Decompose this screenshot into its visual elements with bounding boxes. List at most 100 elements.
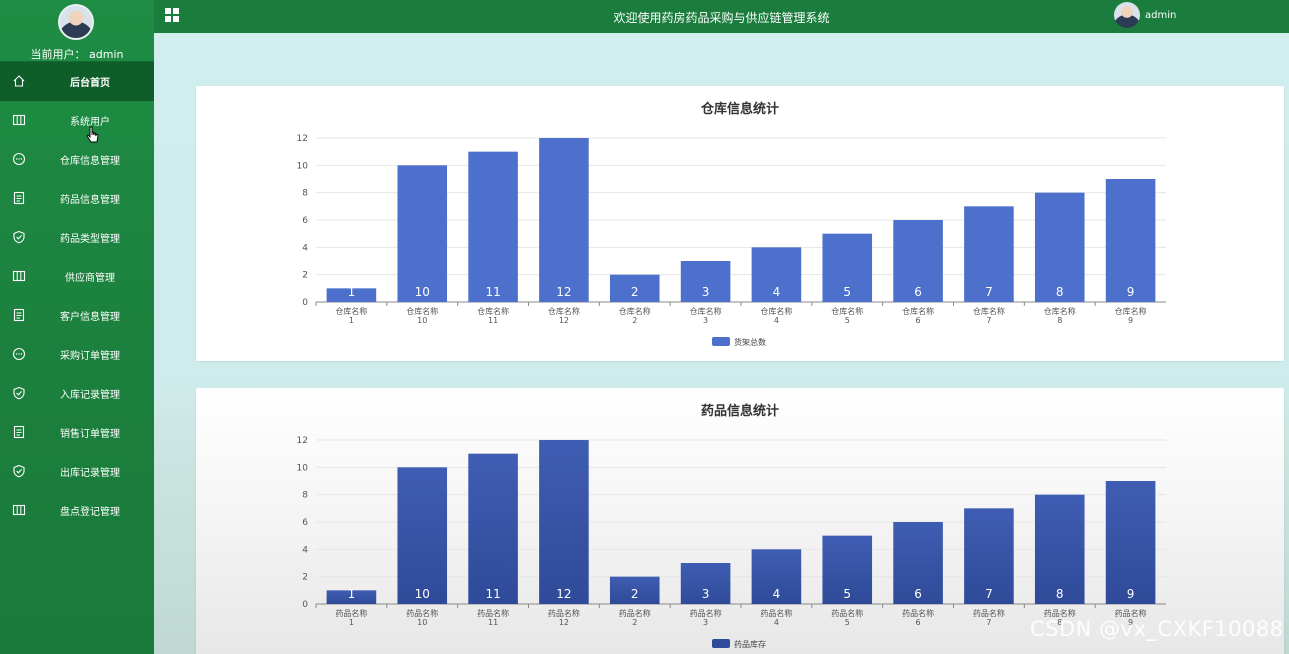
sidebar-item-1[interactable]: 后台首页 — [0, 62, 154, 101]
bar — [539, 138, 589, 302]
x-tick-label: 药品名称 — [406, 608, 438, 618]
sidebar-item-9[interactable]: 入库记录管理 — [0, 374, 154, 413]
x-tick-label: 仓库名称 — [902, 306, 934, 316]
shield-check-icon — [13, 464, 25, 478]
mouse-pointer-icon — [86, 126, 99, 143]
bar — [822, 233, 873, 302]
bar-value-label: 4 — [773, 285, 781, 299]
bar-value-label: 7 — [985, 285, 993, 299]
sidebar-item-label: 后台首页 — [70, 78, 110, 89]
columns-icon — [12, 504, 26, 516]
bar-value-label: 6 — [914, 285, 922, 299]
y-tick-label: 4 — [302, 545, 308, 555]
watermark: CSDN @vx_CXKF10088 — [1030, 617, 1284, 641]
y-tick-label: 2 — [302, 573, 308, 583]
bar-value-label: 12 — [556, 285, 571, 299]
bar — [964, 206, 1014, 302]
main-content: 仓库信息统计 0 2 4 6 8 10 12 1 仓库名称 1 10 仓库名称 10 11 仓库名称 11 12… — [154, 33, 1289, 654]
x-tick-label: 药品名称 — [1044, 608, 1076, 618]
x-tick-label: 8 — [1057, 316, 1062, 325]
sidebar-item-7[interactable]: 客户信息管理 — [0, 296, 154, 335]
x-tick-label: 12 — [559, 316, 569, 325]
sidebar-item-6[interactable]: 供应商管理 — [0, 257, 154, 296]
grid-menu-icon[interactable] — [164, 7, 180, 23]
x-tick-label: 4 — [774, 316, 779, 325]
y-tick-label: 4 — [302, 243, 308, 253]
y-tick-label: 10 — [297, 161, 309, 171]
x-tick-label: 9 — [1128, 618, 1133, 627]
x-tick-label: 2 — [632, 618, 637, 627]
sidebar-item-10[interactable]: 销售订单管理 — [0, 413, 154, 452]
bar-value-label: 10 — [415, 587, 430, 601]
sidebar-item-11[interactable]: 出库记录管理 — [0, 452, 154, 491]
sidebar-item-3[interactable]: 仓库信息管理 — [0, 140, 154, 179]
bar-value-label: 1 — [348, 285, 356, 299]
y-tick-label: 6 — [302, 518, 308, 528]
x-tick-label: 12 — [559, 618, 569, 627]
x-tick-label: 6 — [916, 316, 921, 325]
chat-icon — [12, 347, 26, 361]
shield-check-icon — [13, 230, 25, 244]
x-tick-label: 药品名称 — [760, 608, 792, 618]
bar — [893, 220, 943, 302]
sidebar-item-4[interactable]: 药品信息管理 — [0, 179, 154, 218]
warehouse-chart-panel: 仓库信息统计 0 2 4 6 8 10 12 1 仓库名称 1 10 仓库名称 10 11 仓库名称 11 12… — [196, 86, 1284, 361]
x-tick-label: 仓库名称 — [1044, 306, 1076, 316]
bar-value-label: 10 — [415, 285, 430, 299]
bar — [326, 590, 377, 604]
sidebar-item-12[interactable]: 盘点登记管理 — [0, 491, 154, 530]
chart-title: 仓库信息统计 — [700, 102, 779, 117]
x-tick-label: 仓库名称 — [619, 306, 651, 316]
medicine-bar-chart: 0246810121药品名称110药品名称1011药品名称1112药品名称122… — [297, 436, 1166, 649]
x-tick-label: 5 — [845, 316, 850, 325]
sidebar-item-label: 药品类型管理 — [60, 234, 120, 245]
columns-icon — [12, 114, 26, 126]
bar — [680, 261, 731, 302]
y-tick-label: 10 — [297, 463, 309, 473]
bar — [397, 467, 448, 604]
current-user-label: 当前用户： admin — [30, 48, 124, 61]
y-tick-label: 6 — [302, 216, 308, 226]
bar — [751, 247, 802, 302]
chat-icon — [12, 152, 26, 166]
x-tick-label: 3 — [703, 316, 708, 325]
x-tick-label: 仓库名称 — [831, 306, 863, 316]
x-tick-label: 仓库名称 — [406, 306, 438, 316]
x-tick-label: 仓库名称 — [335, 306, 367, 316]
bar-value-label: 4 — [773, 587, 781, 601]
bar — [609, 274, 660, 302]
x-tick-label: 8 — [1057, 618, 1062, 627]
top-avatar[interactable] — [1114, 2, 1140, 28]
x-tick-label: 1 — [349, 618, 354, 627]
top-username[interactable]: admin — [1145, 10, 1177, 21]
x-tick-label: 仓库名称 — [1115, 306, 1147, 316]
bar-value-label: 1 — [348, 587, 356, 601]
x-tick-label: 2 — [632, 316, 637, 325]
bar-value-label: 9 — [1127, 285, 1135, 299]
chart-title: 药品信息统计 — [700, 404, 779, 419]
bar-value-label: 8 — [1056, 587, 1064, 601]
warehouse-bar-chart: 0246810121仓库名称110仓库名称1011仓库名称1112仓库名称122… — [297, 134, 1166, 347]
y-tick-label: 12 — [297, 436, 308, 446]
top-bar: 欢迎使用药房药品采购与供应链管理系统 admin — [154, 0, 1289, 33]
bar-value-label: 11 — [485, 285, 500, 299]
bar — [539, 440, 589, 604]
x-tick-label: 药品名称 — [690, 608, 722, 618]
x-tick-label: 药品名称 — [973, 608, 1005, 618]
sidebar-item-2[interactable]: 系统用户 — [0, 101, 154, 140]
bar — [468, 151, 518, 302]
sidebar-item-label: 药品信息管理 — [60, 195, 120, 206]
bar-value-label: 2 — [631, 285, 639, 299]
x-tick-label: 5 — [845, 618, 850, 627]
avatar[interactable] — [58, 4, 94, 40]
sidebar-item-5[interactable]: 药品类型管理 — [0, 218, 154, 257]
bar-value-label: 3 — [702, 285, 710, 299]
y-tick-label: 12 — [297, 134, 308, 144]
sidebar-item-8[interactable]: 采购订单管理 — [0, 335, 154, 374]
y-tick-label: 0 — [302, 600, 308, 610]
sidebar-item-label: 盘点登记管理 — [60, 507, 120, 518]
x-tick-label: 药品名称 — [335, 608, 367, 618]
x-tick-label: 药品名称 — [548, 608, 580, 618]
x-tick-label: 仓库名称 — [477, 306, 509, 316]
x-tick-label: 仓库名称 — [548, 306, 580, 316]
